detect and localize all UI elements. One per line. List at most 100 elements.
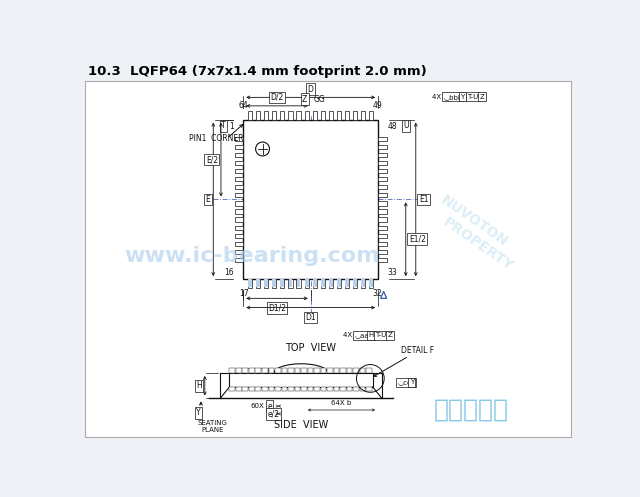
Bar: [321, 279, 325, 288]
Bar: [260, 368, 264, 373]
Bar: [321, 111, 325, 120]
Bar: [378, 258, 387, 262]
Bar: [340, 387, 346, 391]
Bar: [327, 368, 333, 373]
Bar: [305, 279, 308, 288]
Bar: [231, 368, 234, 373]
Bar: [262, 368, 268, 373]
Bar: [361, 279, 365, 288]
Bar: [264, 279, 268, 288]
Bar: [308, 368, 314, 373]
Bar: [360, 387, 365, 391]
Text: GG: GG: [314, 94, 326, 103]
Bar: [378, 177, 387, 181]
Bar: [378, 201, 387, 206]
Text: 49: 49: [373, 101, 383, 110]
Bar: [314, 387, 320, 391]
Bar: [280, 279, 284, 287]
Circle shape: [255, 142, 269, 156]
Bar: [243, 387, 248, 391]
Bar: [369, 111, 373, 120]
Text: H: H: [369, 332, 374, 338]
Bar: [238, 368, 242, 373]
Text: NUVOTON: NUVOTON: [438, 193, 511, 249]
Bar: [378, 193, 387, 197]
Bar: [269, 387, 275, 391]
Bar: [294, 387, 300, 391]
Bar: [378, 153, 387, 157]
Bar: [329, 279, 333, 288]
Bar: [264, 279, 268, 287]
Bar: [235, 209, 243, 214]
Bar: [230, 368, 235, 373]
Bar: [347, 368, 353, 373]
Bar: [272, 279, 276, 288]
Text: Y: Y: [460, 93, 465, 99]
Bar: [369, 279, 373, 287]
Text: 10.3  LQFP64 (7x7x1.4 mm footprint 2.0 mm): 10.3 LQFP64 (7x7x1.4 mm footprint 2.0 mm…: [88, 66, 426, 79]
Bar: [243, 120, 378, 279]
Text: TOP  VIEW: TOP VIEW: [285, 342, 336, 352]
Text: DETAIL F: DETAIL F: [401, 345, 435, 354]
Bar: [256, 279, 260, 288]
Text: U: U: [403, 121, 408, 130]
Text: 17: 17: [239, 289, 248, 298]
Text: Z: Z: [302, 94, 307, 103]
Bar: [378, 209, 387, 214]
Text: D/2: D/2: [270, 93, 284, 102]
Bar: [288, 368, 294, 373]
Bar: [280, 279, 285, 288]
Bar: [313, 279, 317, 287]
Bar: [333, 368, 339, 373]
Bar: [362, 279, 365, 287]
Bar: [337, 279, 341, 288]
Bar: [243, 368, 248, 373]
Text: H: H: [196, 381, 202, 390]
Bar: [378, 169, 387, 173]
Bar: [235, 250, 243, 254]
Bar: [255, 387, 261, 391]
Bar: [262, 387, 268, 391]
Bar: [337, 279, 341, 287]
Bar: [289, 111, 292, 120]
Bar: [340, 368, 346, 373]
Bar: [305, 111, 308, 120]
Bar: [321, 279, 324, 287]
Bar: [248, 111, 252, 120]
Bar: [378, 226, 387, 230]
Bar: [378, 145, 387, 149]
Text: e/2: e/2: [267, 410, 279, 418]
Text: T: T: [221, 121, 225, 130]
Bar: [294, 368, 300, 373]
Text: SIDE  VIEW: SIDE VIEW: [274, 420, 328, 430]
Text: ◡aaa: ◡aaa: [354, 332, 373, 338]
Bar: [275, 387, 281, 391]
Bar: [235, 153, 243, 157]
Bar: [235, 169, 243, 173]
Bar: [230, 387, 235, 391]
Bar: [308, 387, 314, 391]
Bar: [235, 234, 243, 238]
Text: T-U: T-U: [375, 332, 386, 338]
Text: Z: Z: [387, 332, 392, 338]
Bar: [378, 161, 387, 165]
Bar: [327, 387, 333, 391]
Bar: [353, 279, 357, 288]
Text: 48: 48: [387, 122, 397, 131]
Bar: [378, 185, 387, 189]
Text: 60X: 60X: [250, 403, 264, 409]
Bar: [256, 111, 260, 120]
Bar: [264, 111, 268, 120]
Text: D1/2: D1/2: [268, 304, 286, 313]
Bar: [235, 258, 243, 262]
Text: 4X: 4X: [344, 332, 355, 338]
Text: e: e: [267, 402, 272, 411]
Text: PROPERTY: PROPERTY: [440, 215, 516, 274]
Bar: [235, 161, 243, 165]
Bar: [337, 111, 341, 120]
Bar: [289, 279, 292, 288]
Text: 33: 33: [387, 268, 397, 277]
Text: SEATING
PLANE: SEATING PLANE: [198, 420, 227, 433]
Bar: [235, 201, 243, 206]
Bar: [280, 111, 285, 120]
